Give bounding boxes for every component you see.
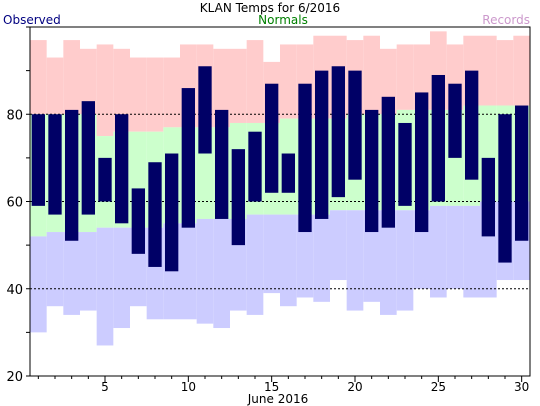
record-low-band [363,210,380,302]
legend-records: Records [482,13,530,27]
x-tick-label: 15 [264,380,279,394]
record-high-band [113,48,130,132]
observed-bar [265,83,279,193]
y-tick-label: 20 [6,370,23,385]
record-low-band [196,218,214,324]
y-tick-label: 80 [6,108,23,123]
record-low-band [380,210,397,315]
record-low-band [46,232,64,307]
record-high-band [363,35,380,115]
record-low-band [246,214,264,315]
record-low-band [313,214,330,302]
record-low-band [446,205,464,289]
observed-bar [431,74,445,202]
observed-bar [281,153,295,193]
y-tick-label: 40 [6,283,23,298]
record-high-band [396,44,414,110]
observed-bar [398,122,412,206]
x-tick-label: 10 [181,380,196,394]
chart-title: KLAN Temps for 6/2016 [200,1,340,15]
record-high-band [63,40,80,115]
legend-normals: Normals [258,13,308,27]
record-low-band [396,210,414,311]
x-tick-label: 30 [514,380,529,394]
record-low-band [80,232,97,311]
observed-bar [181,88,195,228]
record-low-band [346,210,364,311]
record-high-band [513,35,530,106]
observed-bar [415,92,429,233]
observed-bar [148,162,162,267]
observed-bar [48,114,62,215]
record-low-band [430,205,447,298]
record-high-band [280,44,297,119]
x-tick-label: 5 [101,380,109,394]
plot-area [30,31,530,346]
observed-bar [98,157,112,202]
record-low-band [330,210,347,281]
record-high-band [246,40,264,123]
record-high-band [213,48,230,128]
observed-bar [481,157,495,237]
observed-bar [131,188,145,254]
observed-bar [365,109,379,233]
observed-bar [31,114,45,206]
axes: 5 10 15 20 25 30 20 40 60 80 [6,26,531,394]
record-low-band [113,227,130,329]
x-axis-label: June 2016 [247,392,309,406]
observed-bar [315,70,329,219]
record-low-band [30,236,47,333]
record-high-band [496,40,514,106]
record-low-band [263,214,280,294]
observed-bar [231,149,245,246]
record-low-band [296,214,314,298]
record-low-band [280,214,297,307]
record-high-band [130,57,147,132]
observed-bar [465,70,479,180]
observed-bar [81,101,95,215]
observed-bar [115,114,129,224]
record-high-band [163,57,180,128]
observed-bar [348,70,362,180]
record-high-band [80,48,97,115]
record-low-band [96,227,114,346]
record-high-band [30,40,47,115]
observed-bar [515,105,529,241]
observed-bar [215,109,229,219]
record-low-band [63,232,80,315]
observed-bar [448,83,462,158]
observed-bar [65,109,79,241]
x-tick-label: 20 [347,380,362,394]
record-high-band [46,57,64,115]
observed-bar [331,66,345,198]
record-low-band [180,223,197,320]
legend-observed: Observed [3,13,61,27]
observed-bar [248,131,262,202]
record-low-band [463,205,480,298]
record-high-band [96,44,114,137]
observed-bar [198,66,212,154]
record-high-band [146,57,164,132]
record-high-band [230,48,247,123]
record-low-band [213,218,230,329]
observed-bar [298,83,312,233]
observed-bar [381,96,395,228]
observed-bar [498,114,512,263]
y-tick-label: 60 [6,196,23,211]
x-tick-label: 25 [431,380,446,394]
observed-bar [165,153,179,272]
record-high-band [480,35,497,106]
